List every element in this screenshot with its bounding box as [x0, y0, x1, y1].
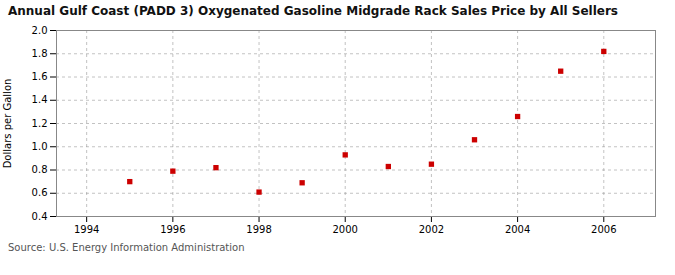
svg-text:1.6: 1.6 — [32, 71, 48, 82]
svg-text:1996: 1996 — [160, 224, 185, 235]
html-text:Source: U.S. Energy Informatio: Source: U.S. Energy Information Administ… — [8, 242, 245, 253]
svg-text:1.4: 1.4 — [32, 94, 48, 105]
svg-text:1.2: 1.2 — [32, 118, 48, 129]
svg-text:2.0: 2.0 — [32, 25, 48, 36]
svg-text:2004: 2004 — [505, 224, 530, 235]
svg-text:2006: 2006 — [591, 224, 616, 235]
svg-text:2000: 2000 — [333, 224, 358, 235]
svg-text:0.6: 0.6 — [32, 187, 48, 198]
svg-text:1998: 1998 — [246, 224, 271, 235]
svg-text:0.4: 0.4 — [32, 211, 48, 222]
html-text:Annual Gulf Coast (PADD 3) Oxy: Annual Gulf Coast (PADD 3) Oxygenated Ga… — [8, 4, 618, 18]
svg-text:0.8: 0.8 — [32, 164, 48, 175]
svg-text:2002: 2002 — [419, 224, 444, 235]
svg-text:Dollars per Gallon: Dollars per Gallon — [2, 79, 13, 169]
svg-text:1994: 1994 — [74, 224, 99, 235]
svg-text:1.8: 1.8 — [32, 48, 48, 59]
svg-text:1.0: 1.0 — [32, 141, 48, 152]
